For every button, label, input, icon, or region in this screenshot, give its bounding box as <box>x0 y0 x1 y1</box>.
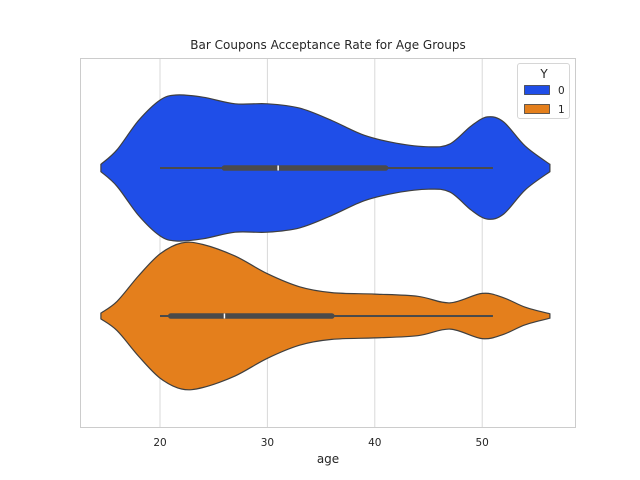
legend-title: Y <box>539 67 548 81</box>
x-tick-label-30: 30 <box>261 437 274 449</box>
legend-item-0[interactable]: 0 <box>524 85 565 97</box>
x-tick-label-40: 40 <box>368 437 381 449</box>
legend-items: 01 <box>524 85 565 116</box>
x-tick-label-20: 20 <box>153 437 166 449</box>
legend-label-0: 0 <box>558 85 565 97</box>
x-tick-labels: 20 30 40 50 <box>153 437 489 449</box>
x-tick-label-50: 50 <box>476 437 489 449</box>
violin-0 <box>100 94 551 242</box>
legend-swatch-0 <box>524 85 550 95</box>
violin-1 <box>100 241 551 391</box>
legend-label-1: 1 <box>558 104 565 116</box>
x-axis-label: age <box>317 452 339 466</box>
legend-swatch-1 <box>524 104 550 114</box>
plot-frame <box>80 58 576 428</box>
legend-item-1[interactable]: 1 <box>524 104 565 116</box>
chart-title: Bar Coupons Acceptance Rate for Age Grou… <box>190 38 465 52</box>
violins <box>100 94 551 391</box>
legend[interactable]: Y 01 <box>517 63 570 119</box>
